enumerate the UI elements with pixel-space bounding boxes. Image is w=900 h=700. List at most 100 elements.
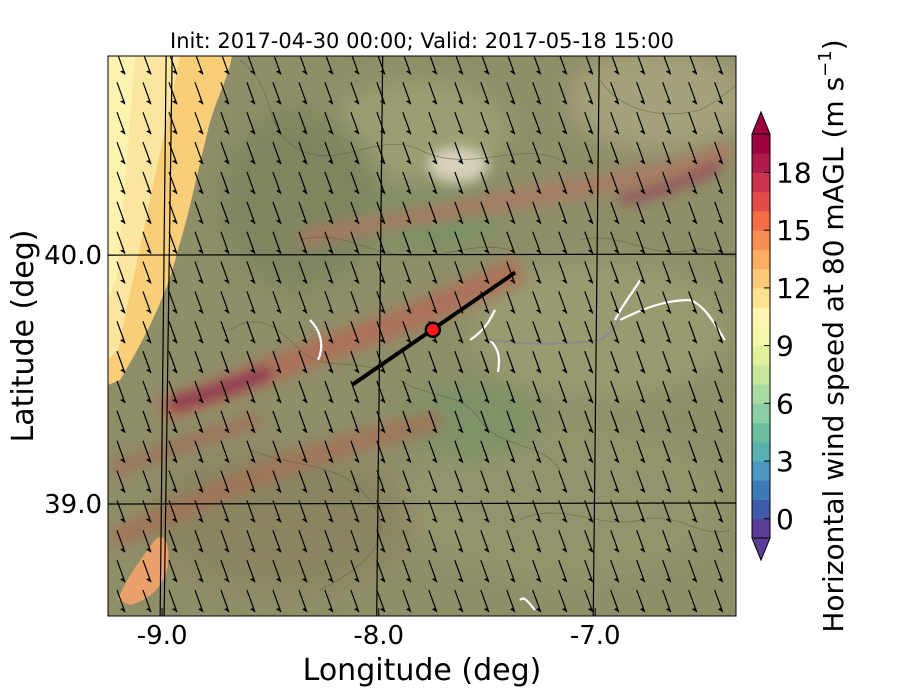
- wind-vector-head: [535, 399, 541, 403]
- wind-vector: [662, 201, 672, 225]
- wind-vector-head: [457, 428, 463, 433]
- wind-vector-head: [535, 608, 541, 613]
- wind-vector: [610, 470, 620, 493]
- wind-vector-head: [691, 428, 697, 433]
- wind-vector-head: [327, 578, 333, 583]
- wind-vector: [532, 440, 542, 463]
- colorbar-segment: [752, 287, 770, 308]
- wind-vector: [636, 82, 646, 105]
- wind-vector-head: [639, 70, 645, 75]
- wind-vector-head: [717, 130, 723, 135]
- wind-vector-head: [509, 130, 515, 135]
- wind-vector-head: [301, 458, 307, 463]
- wind-vector: [558, 291, 568, 314]
- wind-vector-head: [613, 130, 619, 135]
- wind-vector: [246, 82, 256, 105]
- wind-vector-head: [717, 279, 723, 284]
- wind-vector: [610, 261, 620, 284]
- wind-vector: [402, 350, 412, 374]
- wind-vector: [454, 171, 464, 195]
- wind-vector: [558, 559, 568, 583]
- wind-vector: [454, 350, 464, 374]
- wind-vector: [558, 141, 568, 165]
- wind-vector-head: [535, 339, 541, 344]
- wind-vector: [116, 261, 126, 284]
- wind-vector: [636, 440, 646, 463]
- wind-vector-head: [665, 548, 671, 553]
- ocean-region-lighter: [108, 56, 135, 300]
- wind-vector-head: [171, 548, 177, 553]
- wind-vector: [532, 201, 542, 225]
- wind-vector-head: [197, 518, 203, 523]
- wind-vector-head: [353, 399, 359, 403]
- wind-vector-head: [639, 369, 645, 374]
- wind-vector: [116, 470, 126, 493]
- wind-vector: [506, 530, 516, 553]
- wind-vector-head: [327, 399, 333, 403]
- wind-vector-head: [405, 219, 411, 224]
- wind-vector-head: [379, 428, 385, 433]
- wind-vector-head: [587, 100, 593, 105]
- wind-vector-head: [483, 309, 489, 314]
- wind-vector-head: [327, 70, 333, 75]
- wind-vector-head: [509, 160, 515, 165]
- wind-vector: [714, 82, 724, 105]
- wind-vector-head: [613, 70, 619, 75]
- wind-vector-head: [483, 578, 489, 583]
- wind-vector-head: [509, 100, 515, 105]
- wind-vector: [428, 350, 438, 374]
- wind-vector: [636, 231, 646, 254]
- wind-vector-head: [717, 249, 723, 254]
- wind-vector-head: [587, 518, 593, 523]
- wind-vector: [610, 530, 620, 553]
- wind-vector-head: [145, 458, 151, 463]
- wind-vector-head: [405, 458, 411, 463]
- wind-vector-head: [613, 339, 619, 344]
- wind-vector-head: [561, 339, 567, 344]
- wind-vector: [324, 470, 334, 493]
- wind-vector: [584, 171, 594, 195]
- wind-vector: [662, 82, 672, 105]
- wind-vector: [402, 440, 412, 463]
- wind-vector: [558, 231, 568, 254]
- wind-vector-head: [691, 608, 697, 613]
- wind-vector-head: [327, 130, 333, 135]
- wind-vector-head: [691, 130, 697, 135]
- wind-vector-head: [145, 160, 151, 165]
- wind-vector-head: [275, 369, 281, 374]
- wind-vector: [610, 141, 620, 165]
- wind-vector: [506, 350, 516, 374]
- wind-vector-head: [483, 518, 489, 523]
- wind-vector: [220, 171, 230, 195]
- wind-vector-head: [171, 458, 177, 463]
- wind-vector: [610, 559, 620, 583]
- wind-vector: [480, 171, 490, 195]
- wind-vector: [662, 231, 672, 254]
- wind-vector: [194, 410, 204, 434]
- wind-vector: [298, 559, 308, 583]
- wind-vector-head: [717, 160, 723, 165]
- wind-vector-head: [405, 130, 411, 135]
- wind-vector: [272, 589, 282, 613]
- wind-vector-head: [639, 100, 645, 105]
- wind-vector-head: [119, 100, 125, 105]
- wind-vector: [662, 470, 672, 493]
- wind-vector: [168, 82, 178, 105]
- wind-vector: [558, 470, 568, 493]
- wind-vector: [428, 261, 438, 284]
- wind-vector: [428, 559, 438, 583]
- wind-vector-head: [405, 100, 411, 105]
- wind-vector: [194, 440, 204, 463]
- wind-vector-head: [509, 428, 515, 433]
- wind-vector: [220, 291, 230, 314]
- wind-vector: [350, 231, 360, 254]
- wind-vector: [324, 321, 334, 344]
- wind-vector: [714, 111, 724, 135]
- wind-vector-head: [561, 70, 567, 75]
- wind-vector-head: [405, 488, 411, 493]
- wind-vector-head: [431, 518, 437, 523]
- wind-vector: [220, 470, 230, 493]
- wind-vector-head: [379, 399, 385, 403]
- wind-vector-head: [535, 160, 541, 165]
- wind-vector-head: [561, 219, 567, 224]
